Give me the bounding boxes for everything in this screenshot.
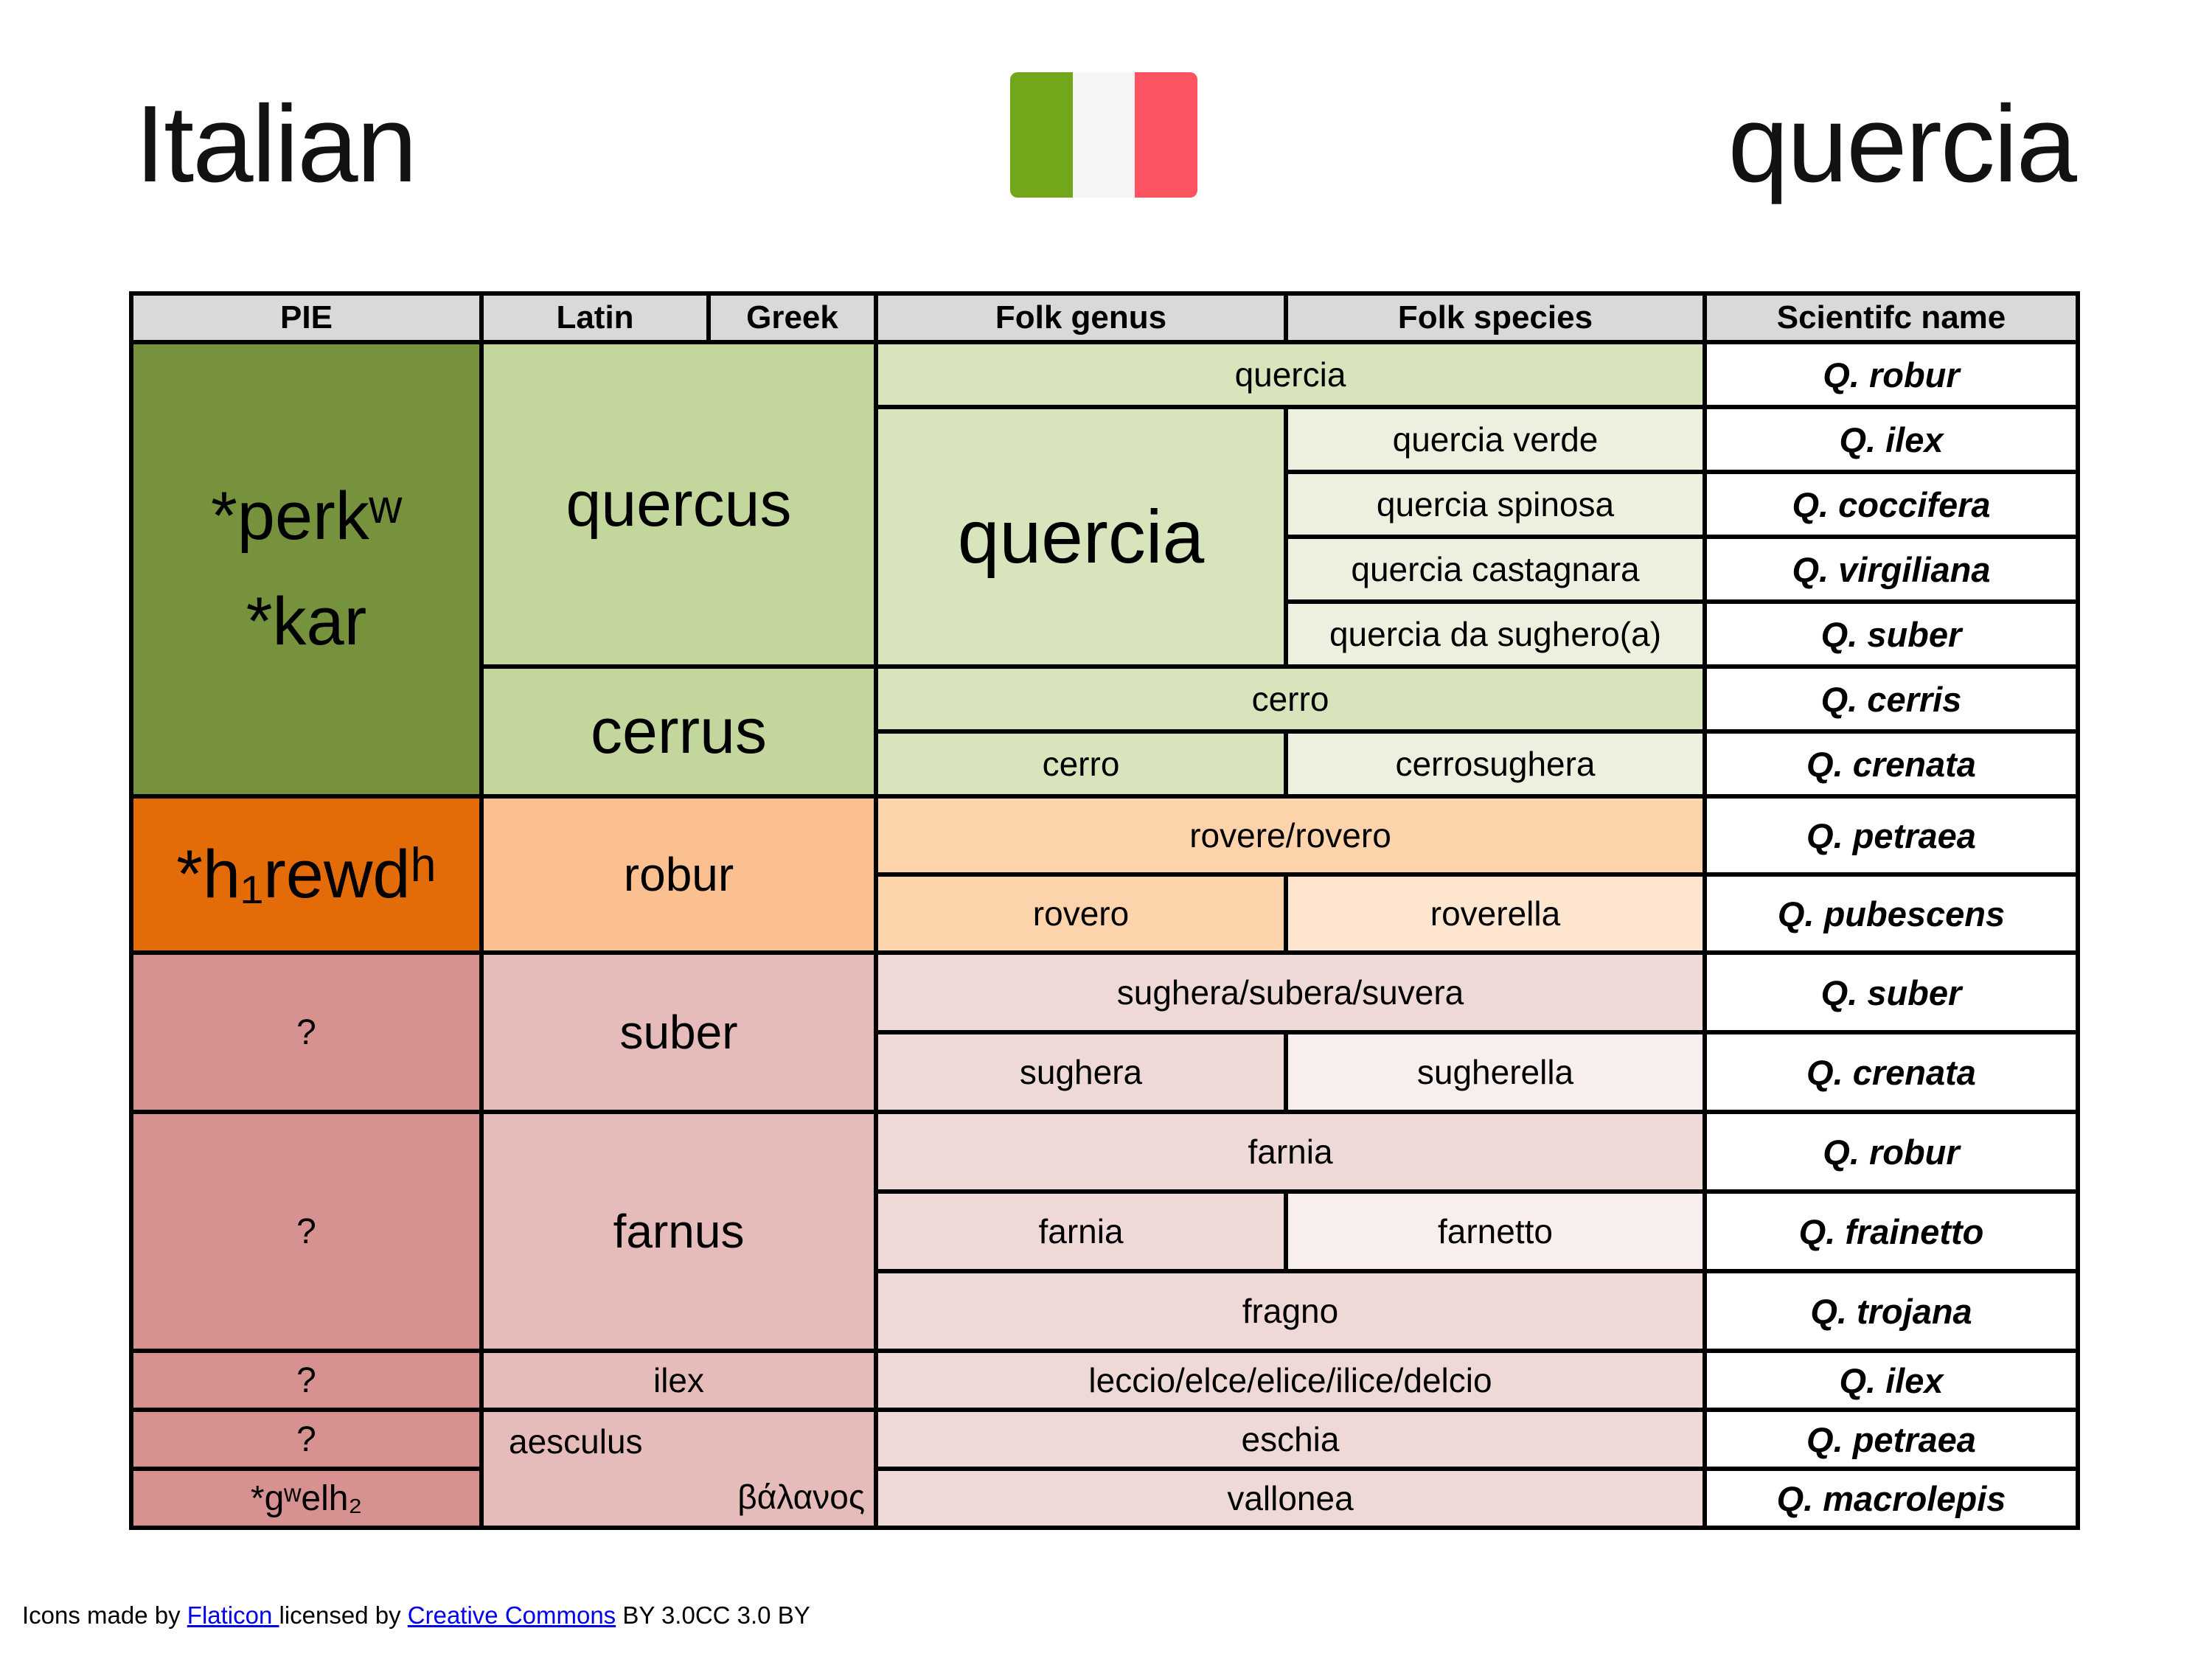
italy-flag-icon [1010, 72, 1198, 198]
cell-sci-q-coccifera: Q. coccifera [1703, 470, 2080, 539]
cell-sci-q-trojana: Q. trojana [1703, 1269, 2080, 1353]
table-row-7: cerro cerrosughera Q. crenata [131, 729, 2080, 799]
cell-genus-quercia: quercia [874, 405, 1288, 669]
cell-species-quercia-da-sughero: quercia da sughero(a) [1284, 599, 1707, 669]
flaticon-link[interactable]: Flaticon [187, 1601, 279, 1629]
cell-genus-farnia: farnia [874, 1189, 1288, 1273]
cell-latin-ilex: ilex [479, 1349, 878, 1412]
table-row-11: sughera sugherella Q. crenata [131, 1030, 2080, 1114]
cell-folk-sughera-subera-suvera: sughera/subera/suvera [874, 950, 1707, 1034]
cell-folk-leccio: leccio/elce/elice/ilice/delcio [874, 1349, 1707, 1412]
cell-sci-q-suber-2: Q. suber [1703, 950, 2080, 1034]
cell-genus-sughera: sughera [874, 1030, 1288, 1114]
latin-word: aesculus [509, 1422, 643, 1461]
column-header-scientifc-name: Scientifc name [1703, 291, 2080, 344]
cell-species-farnetto: farnetto [1284, 1189, 1707, 1273]
flag-red-stripe [1135, 72, 1198, 198]
column-header-folk-genus: Folk genus [874, 291, 1288, 344]
cell-sci-q-crenata: Q. crenata [1703, 729, 2080, 799]
table-row-2: quercia quercia verde Q. ilex [131, 405, 2080, 669]
table-row-8: *h₁rewdʰ robur rovere/rovero Q. petraea [129, 794, 2080, 955]
cell-folk-cerro: cerro [874, 664, 1707, 734]
table-row-3: quercia spinosa Q. coccifera [131, 470, 2080, 539]
cell-latin-quercus: quercus [479, 340, 878, 669]
cell-sci-q-petraea: Q. petraea [1703, 794, 2080, 877]
cell-folk-quercia: quercia [874, 340, 1707, 409]
cell-sci-q-suber: Q. suber [1703, 599, 2080, 669]
cell-folk-fragno: fragno [874, 1269, 1707, 1353]
table-row-12: ? farnus farnia Q. robur [129, 1110, 2080, 1353]
column-header-folk-species: Folk species [1284, 291, 1707, 344]
footer-text: BY 3.0CC 3.0 BY [616, 1601, 810, 1629]
table-row-13: farnia farnetto Q. frainetto [131, 1189, 2080, 1273]
cell-species-quercia-verde: quercia verde [1284, 405, 1707, 474]
cell-pie-gwelh2: *gʷelh₂ [129, 1467, 484, 1530]
cell-sci-q-macrolepis: Q. macrolepis [1703, 1467, 2080, 1530]
cell-pie-perk-kar: *perkʷ *kar [129, 340, 484, 799]
cell-sci-q-frainetto: Q. frainetto [1703, 1189, 2080, 1273]
attribution-footer: Icons made by Flaticon licensed by Creat… [22, 1601, 810, 1630]
table-row-16: ? aesculus βάλανος eschia Q. petraea [129, 1408, 2080, 1530]
cell-genus-rovero: rovero [874, 872, 1288, 955]
cell-pie-unknown-suber: ? [129, 950, 484, 1114]
greek-word: βάλανος [737, 1477, 865, 1516]
cell-folk-vallonea: vallonea [874, 1467, 1707, 1530]
column-header-greek: Greek [706, 291, 878, 344]
cell-sci-q-pubescens: Q. pubescens [1703, 872, 2080, 955]
creative-commons-link[interactable]: Creative Commons [407, 1601, 616, 1629]
cell-sci-q-cerris: Q. cerris [1703, 664, 2080, 734]
cell-folk-eschia: eschia [874, 1408, 1707, 1471]
table-row-14: fragno Q. trojana [131, 1269, 2080, 1353]
page-title-language: Italian [135, 83, 417, 205]
cell-sci-q-ilex: Q. ilex [1703, 405, 2080, 474]
table-row-10: ? suber sughera/subera/suvera Q. suber [129, 950, 2080, 1114]
cell-species-roverella: roverella [1284, 872, 1707, 955]
cell-folk-rovere-rovero: rovere/rovero [874, 794, 1707, 877]
table-row-5: quercia da sughero(a) Q. suber [131, 599, 2080, 669]
cell-species-quercia-spinosa: quercia spinosa [1284, 470, 1707, 539]
table-row-1: *perkʷ *kar quercus quercia Q. robur [129, 340, 2080, 799]
cell-folk-farnia: farnia [874, 1110, 1707, 1194]
table-body: *perkʷ *kar quercus quercia Q. robur quercia… [129, 340, 2080, 1530]
page-title-word: quercia [1728, 83, 2077, 205]
cell-sci-q-robur-2: Q. robur [1703, 1110, 2080, 1194]
table-row-6: cerrus cerro Q. cerris [131, 664, 2080, 799]
footer-text: Icons made by [22, 1601, 187, 1629]
cell-sci-q-virgiliana: Q. virgiliana [1703, 535, 2080, 604]
table-row-15: ? ilex leccio/elce/elice/ilice/delcio Q. il… [129, 1349, 2080, 1412]
column-header-pie: PIE [129, 291, 484, 344]
flag-green-stripe [1010, 72, 1073, 198]
cell-species-sugherella: sugherella [1284, 1030, 1707, 1114]
cell-sci-q-petraea-2: Q. petraea [1703, 1408, 2080, 1471]
footer-text: licensed by [279, 1601, 408, 1629]
flag-white-stripe [1072, 72, 1135, 198]
table-header-row: PIE Latin Greek Folk genus Folk species Scien… [129, 291, 2080, 344]
cell-latin-cerrus: cerrus [479, 664, 878, 799]
table-row-17: *gʷelh₂ vallonea Q. macrolepis [129, 1467, 2080, 1530]
table-header: PIE Latin Greek Folk genus Folk species Scien… [129, 291, 2080, 344]
cell-sci-q-robur: Q. robur [1703, 340, 2080, 409]
cell-pie-unknown-ilex: ? [129, 1349, 484, 1412]
cell-sci-q-ilex-2: Q. ilex [1703, 1349, 2080, 1412]
cell-latin-farnus: farnus [479, 1110, 878, 1353]
cell-species-quercia-castagnara: quercia castagnara [1284, 535, 1707, 604]
oak-names-table: PIE Latin Greek Folk genus Folk species Scien… [129, 291, 2080, 1530]
cell-latin-robur: robur [479, 794, 878, 955]
cell-species-cerrosughera: cerrosughera [1284, 729, 1707, 799]
table-row-4: quercia castagnara Q. virgiliana [131, 535, 2080, 604]
column-header-latin: Latin [479, 291, 711, 344]
table-row-9: rovero roverella Q. pubescens [131, 872, 2080, 955]
cell-latin-aesculus-balanos: aesculus βάλανος [479, 1408, 878, 1530]
cell-latin-suber: suber [479, 950, 878, 1114]
cell-pie-h1rewd: *h₁rewdʰ [129, 794, 484, 955]
cell-sci-q-crenata-2: Q. crenata [1703, 1030, 2080, 1114]
cell-pie-unknown-farnus: ? [129, 1110, 484, 1353]
cell-genus-cerro: cerro [874, 729, 1288, 799]
cell-pie-unknown-aesculus: ? [129, 1408, 484, 1471]
